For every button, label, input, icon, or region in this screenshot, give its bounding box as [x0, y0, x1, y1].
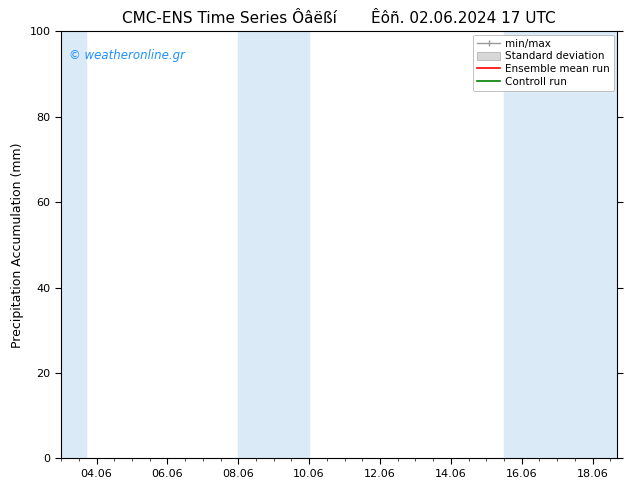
Text: © weatheronline.gr: © weatheronline.gr — [70, 49, 185, 62]
Bar — [61, 31, 86, 459]
Bar — [504, 31, 618, 459]
Title: CMC-ENS Time Series Ôâëßí       Êôñ. 02.06.2024 17 UTC: CMC-ENS Time Series Ôâëßí Êôñ. 02.06.202… — [122, 11, 556, 26]
Legend: min/max, Standard deviation, Ensemble mean run, Controll run: min/max, Standard deviation, Ensemble me… — [473, 35, 614, 91]
Bar — [238, 31, 309, 459]
Y-axis label: Precipitation Accumulation (mm): Precipitation Accumulation (mm) — [11, 142, 24, 348]
